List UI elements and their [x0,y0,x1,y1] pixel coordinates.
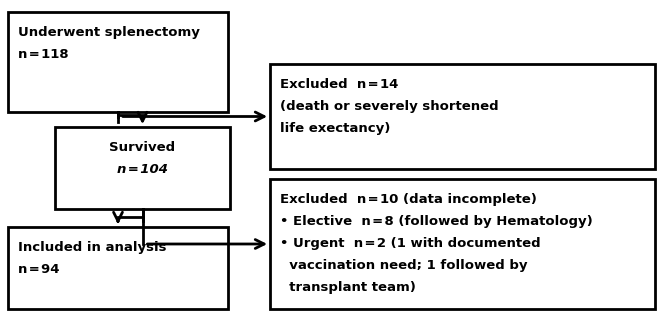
Text: n = 104: n = 104 [117,163,168,176]
Text: Excluded  n = 14: Excluded n = 14 [280,78,398,91]
Text: Survived: Survived [109,141,176,154]
Text: Excluded  n = 10 (data incomplete): Excluded n = 10 (data incomplete) [280,193,537,206]
Text: n = 94: n = 94 [18,263,59,276]
Bar [8,227,228,309]
Text: Included in analysis: Included in analysis [18,241,166,254]
Bar [270,179,655,309]
Text: life exectancy): life exectancy) [280,122,390,135]
Text: transplant team): transplant team) [280,281,416,294]
Bar [8,12,228,112]
Text: • Urgent  n = 2 (1 with documented: • Urgent n = 2 (1 with documented [280,237,541,250]
Bar [270,64,655,169]
Text: • Elective  n = 8 (followed by Hematology): • Elective n = 8 (followed by Hematology… [280,215,593,228]
Text: vaccination need; 1 followed by: vaccination need; 1 followed by [280,259,527,272]
Text: Underwent splenectomy: Underwent splenectomy [18,26,200,39]
Text: n = 118: n = 118 [18,48,69,61]
Text: (death or severely shortened: (death or severely shortened [280,100,499,113]
Bar [55,127,230,209]
